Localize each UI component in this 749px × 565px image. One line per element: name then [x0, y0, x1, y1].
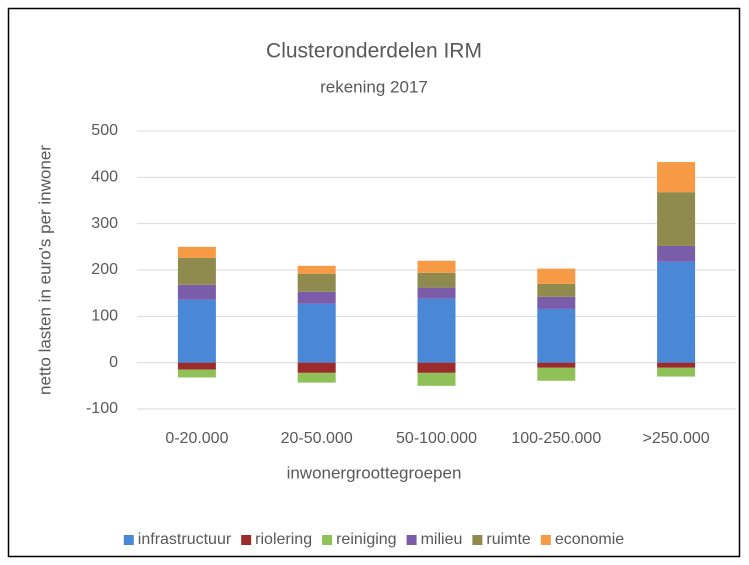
bar-segment — [417, 272, 456, 288]
bar-segment — [537, 308, 576, 363]
bar-segment — [537, 367, 576, 381]
bar-segment — [657, 367, 696, 377]
legend-swatch — [406, 535, 417, 545]
x-tick-label: 100-250.000 — [511, 430, 601, 447]
bar-segment — [537, 362, 576, 368]
chart-subtitle: rekening 2017 — [320, 77, 428, 96]
legend-swatch — [472, 535, 483, 545]
legend-swatch — [540, 535, 551, 545]
x-tick-label: 0-20.000 — [165, 430, 228, 447]
y-tick-label: -100 — [86, 400, 118, 417]
legend-label: reiniging — [336, 531, 396, 548]
bar-segment — [177, 369, 216, 378]
bar-segment — [657, 162, 696, 193]
y-axis-title: netto lasten in euro's per inwoner — [35, 145, 54, 395]
legend-label: milieu — [421, 531, 463, 548]
bar-segment — [657, 245, 696, 262]
bar-segment — [297, 303, 336, 363]
bar-segment — [417, 298, 456, 363]
legend-label: infrastructuur — [138, 531, 232, 548]
bar-segment — [417, 260, 456, 273]
y-tick-label: 200 — [91, 261, 118, 278]
bar-segment — [177, 257, 216, 285]
bar-segment — [177, 299, 216, 363]
x-tick-label: 20-50.000 — [281, 430, 353, 447]
bar-segment — [657, 192, 696, 246]
bar-segment — [537, 268, 576, 284]
x-axis-title: inwonergroottegroepen — [287, 463, 462, 482]
legend-swatch — [241, 535, 252, 545]
y-tick-label: 300 — [91, 215, 118, 232]
legend-label: economie — [555, 531, 624, 548]
bar-segment — [417, 362, 456, 373]
bar-segment — [417, 287, 456, 299]
bar-segment — [297, 291, 336, 304]
y-tick-label: 100 — [91, 308, 118, 325]
bar-segment — [417, 372, 456, 386]
bar-segment — [537, 283, 576, 297]
legend-label: riolering — [255, 531, 312, 548]
bar-segment — [657, 362, 696, 368]
bar-segment — [177, 284, 216, 300]
chart-title: Clusteronderdelen IRM — [266, 40, 482, 63]
x-tick-label: 50-100.000 — [396, 430, 477, 447]
legend-swatch — [322, 535, 333, 545]
chart-border — [7, 7, 741, 558]
bar-segment — [297, 265, 336, 274]
y-tick-label: 0 — [109, 354, 118, 371]
y-tick-label: 400 — [91, 169, 118, 186]
bar-segment — [297, 372, 336, 383]
x-tick-label: >250.000 — [643, 430, 710, 447]
legend-label: ruimte — [486, 531, 531, 548]
bar-segment — [297, 273, 336, 292]
bar-segment — [297, 362, 336, 373]
bar-segment — [177, 246, 216, 258]
bar-segment — [177, 362, 216, 370]
bar-segment — [657, 261, 696, 363]
y-tick-label: 500 — [91, 122, 118, 139]
bar-segment — [537, 296, 576, 309]
legend-swatch — [123, 535, 134, 545]
